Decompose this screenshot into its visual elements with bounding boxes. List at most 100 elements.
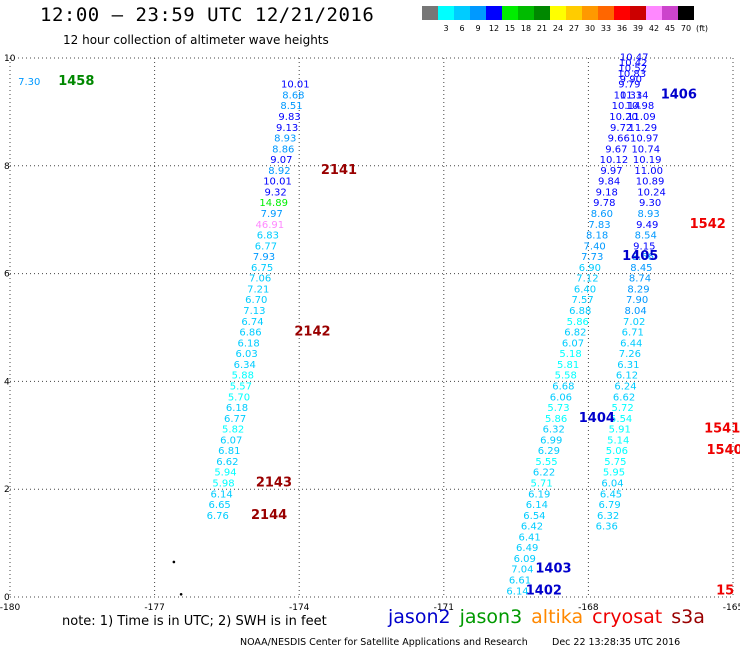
data-point-label: 9.66 <box>608 134 630 145</box>
data-point-label: 9.18 <box>596 187 618 198</box>
y-tick-label: 0 <box>4 593 10 603</box>
data-point-label: 7.06 <box>249 274 271 285</box>
legend-swatch <box>646 6 662 20</box>
data-point-label: 5.86 <box>545 414 567 425</box>
footer-note: note: 1) Time is in UTC; 2) SWH is in fe… <box>62 614 327 629</box>
data-point-label: 9.90 <box>620 74 642 85</box>
data-point-label: 7.97 <box>261 209 283 220</box>
data-point-label: 8.86 <box>272 144 294 155</box>
data-point-label: 6.82 <box>564 328 586 339</box>
data-point-label: 6.77 <box>224 414 246 425</box>
data-point-label: 6.79 <box>598 500 620 511</box>
data-point-label: 6.49 <box>516 543 538 554</box>
data-point-label: 9.97 <box>600 166 622 177</box>
data-point-label: 7.04 <box>511 565 533 576</box>
legend-swatch <box>614 6 630 20</box>
legend-swatch <box>582 6 598 20</box>
data-point-label: 6.18 <box>226 403 248 414</box>
data-point-label: 14.89 <box>259 198 288 209</box>
legend-label: 24 <box>552 24 564 33</box>
data-point-label: 10.98 <box>626 101 655 112</box>
data-point-label: 8.68 <box>282 90 304 101</box>
data-point-label: 46.91 <box>255 220 284 231</box>
data-point-label: 5.70 <box>228 392 250 403</box>
data-point-label: 6.07 <box>562 338 584 349</box>
data-point-label: 10.12 <box>600 155 629 166</box>
pass-time-label: 1402 <box>526 583 562 598</box>
pass-time-label: 1405 <box>622 249 658 264</box>
pass-time-label: 2141 <box>321 163 357 178</box>
data-point-label: 5.95 <box>603 468 625 479</box>
chart-title: 12:00 – 23:59 UTC 12/21/2016 <box>40 4 375 26</box>
pass-time-label: 1406 <box>661 87 697 102</box>
data-point-label: 8.18 <box>586 231 608 242</box>
data-point-label: 6.90 <box>579 263 601 274</box>
legend-swatch <box>422 6 438 20</box>
pass-time-label: 2142 <box>294 325 330 340</box>
data-point-label: 8.93 <box>638 209 660 220</box>
data-point-label: 7.02 <box>623 317 645 328</box>
legend-label: 6 <box>459 24 465 33</box>
data-point-label: 6.77 <box>255 241 277 252</box>
data-point-label: 6.09 <box>514 554 536 565</box>
data-point-label: 7.12 <box>576 274 598 285</box>
data-point-label: 10.33 <box>614 90 643 101</box>
data-point-label: 7.73 <box>581 252 603 263</box>
data-point-label: 8.60 <box>591 209 613 220</box>
data-point-label: 8.66 <box>632 252 654 263</box>
data-point-label: 7.57 <box>571 295 593 306</box>
data-point-label: 6.41 <box>518 532 540 543</box>
data-point-label: 6.22 <box>533 468 555 479</box>
data-point-label: 6.14 <box>210 489 232 500</box>
legend-label: 3 <box>443 24 449 33</box>
y-tick-label: 6 <box>4 270 10 280</box>
data-point-dot <box>172 560 176 564</box>
data-point-label: 9.49 <box>636 220 658 231</box>
data-point-label: 6.54 <box>523 511 545 522</box>
legend-swatch <box>566 6 582 20</box>
data-point-label: 9.78 <box>593 198 615 209</box>
legend-label: 70 <box>680 24 692 33</box>
data-point-label: 6.76 <box>207 511 229 522</box>
x-tick-label: -171 <box>434 603 454 613</box>
legend-swatch <box>438 6 454 20</box>
data-point-label: 10.47 <box>620 53 649 64</box>
legend-swatch <box>454 6 470 20</box>
satellite-legend-item: jason2 <box>388 606 451 628</box>
data-point-label: 9.30 <box>639 198 661 209</box>
data-point-label: 5.06 <box>606 446 628 457</box>
data-point-label: 7.83 <box>588 220 610 231</box>
data-point-label: 6.29 <box>538 446 560 457</box>
satellite-legend-item: cryosat <box>592 606 663 628</box>
y-tick-label: 10 <box>4 54 16 64</box>
data-point-label: 5.55 <box>535 457 557 468</box>
data-point-label: 6.32 <box>597 511 619 522</box>
chart-subtitle: 12 hour collection of altimeter wave hei… <box>63 33 329 47</box>
data-point-label: 8.45 <box>630 263 652 274</box>
legend-label: 9 <box>475 24 481 33</box>
legend-swatch <box>502 6 518 20</box>
legend-swatch <box>470 6 486 20</box>
data-point-label: 7.21 <box>247 284 269 295</box>
y-tick-label: 4 <box>4 377 10 387</box>
satellite-legend-item: jason3 <box>459 606 523 628</box>
x-tick-label: -168 <box>578 603 599 613</box>
data-point-label: 5.58 <box>555 371 577 382</box>
x-tick-label: -180 <box>0 603 20 613</box>
data-point-label: 9.79 <box>618 80 640 91</box>
y-tick-label: 8 <box>4 162 10 172</box>
legend-swatch <box>630 6 646 20</box>
data-point-label: 7.90 <box>626 295 648 306</box>
data-point-label: 6.86 <box>239 328 261 339</box>
data-point-label: 6.68 <box>552 381 574 392</box>
legend-label: 27 <box>568 24 580 33</box>
data-point-label: 5.81 <box>557 360 579 371</box>
data-point-label: 10.24 <box>637 187 666 198</box>
data-point-label: 9.32 <box>264 187 286 198</box>
data-point-label: 5.14 <box>607 435 629 446</box>
data-point-label: 6.18 <box>237 338 259 349</box>
pass-time-label: 1458 <box>58 74 94 89</box>
pass-time-label: 2144 <box>251 508 287 523</box>
data-point-label: 9.13 <box>276 123 298 134</box>
data-point-label: 5.73 <box>547 403 569 414</box>
